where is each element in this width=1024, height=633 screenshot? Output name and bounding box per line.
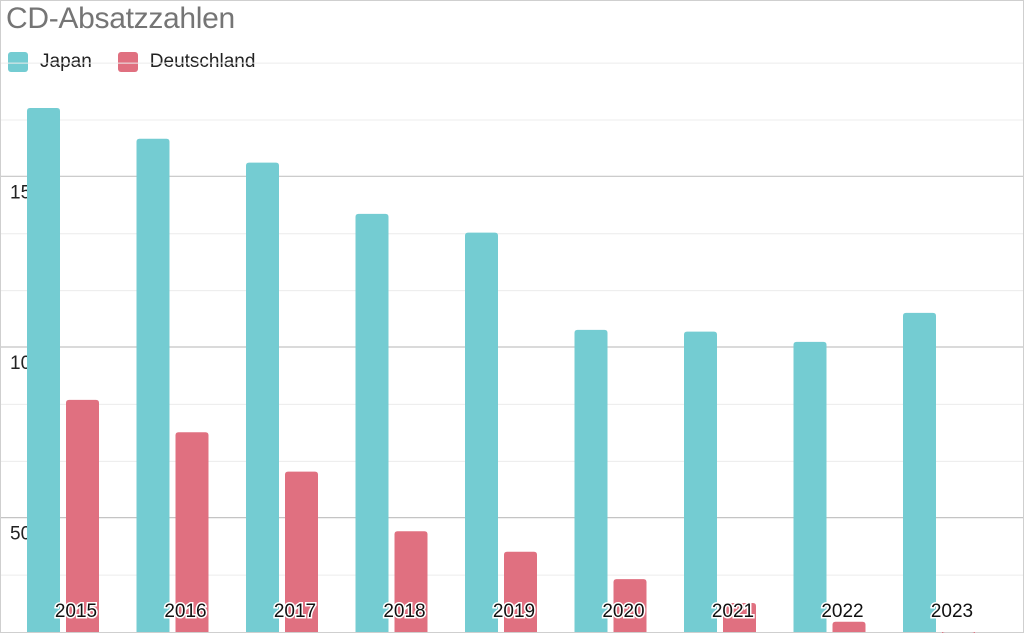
x-tick-label: 2016	[164, 601, 206, 622]
bar-deutschland-2022	[832, 621, 866, 632]
legend-swatch-deutschland	[117, 52, 138, 72]
x-tick-label: 2020	[602, 601, 644, 622]
legend: Japan Deutschland	[8, 51, 281, 73]
x-tick-label: 2021	[712, 601, 754, 622]
bar-japan-2015	[27, 108, 60, 633]
bar-japan-2022	[793, 341, 827, 632]
bar-deutschland-2021	[723, 602, 756, 632]
x-tick-label: 2017	[274, 601, 316, 622]
bar-deutschland-2018	[394, 531, 428, 632]
bar-deutschland-2020	[613, 579, 647, 632]
legend-swatch-japan	[8, 52, 28, 72]
bar-deutschland-2019	[504, 551, 537, 632]
bar-deutschland-2017	[285, 471, 318, 632]
bar-japan-2019	[465, 232, 498, 632]
bar-japan-2021	[684, 331, 717, 632]
legend-item-japan[interactable]: Japan	[8, 51, 92, 73]
bar-japan-2016	[136, 138, 170, 632]
x-tick-label: 2023	[931, 601, 973, 622]
bar-japan-2017	[246, 162, 279, 633]
bar-deutschland-2016	[175, 432, 209, 632]
bar-japan-2020	[574, 329, 608, 632]
bar-japan-2018	[355, 213, 389, 632]
x-tick-label: 2015	[55, 601, 97, 622]
x-tick-label: 2019	[493, 601, 535, 622]
legend-label-japan: Japan	[40, 51, 92, 72]
bar-deutschland-2015	[66, 399, 99, 632]
legend-item-deutschland[interactable]: Deutschland	[117, 51, 256, 73]
x-tick-label: 2018	[383, 601, 425, 622]
chart-title: CD-Absatzzahlen	[6, 2, 235, 35]
y-tick-label: 50	[10, 524, 31, 545]
legend-label-deutschland: Deutschland	[149, 51, 256, 72]
bar-japan-2023	[903, 312, 936, 632]
x-tick-label: 2022	[821, 601, 863, 622]
